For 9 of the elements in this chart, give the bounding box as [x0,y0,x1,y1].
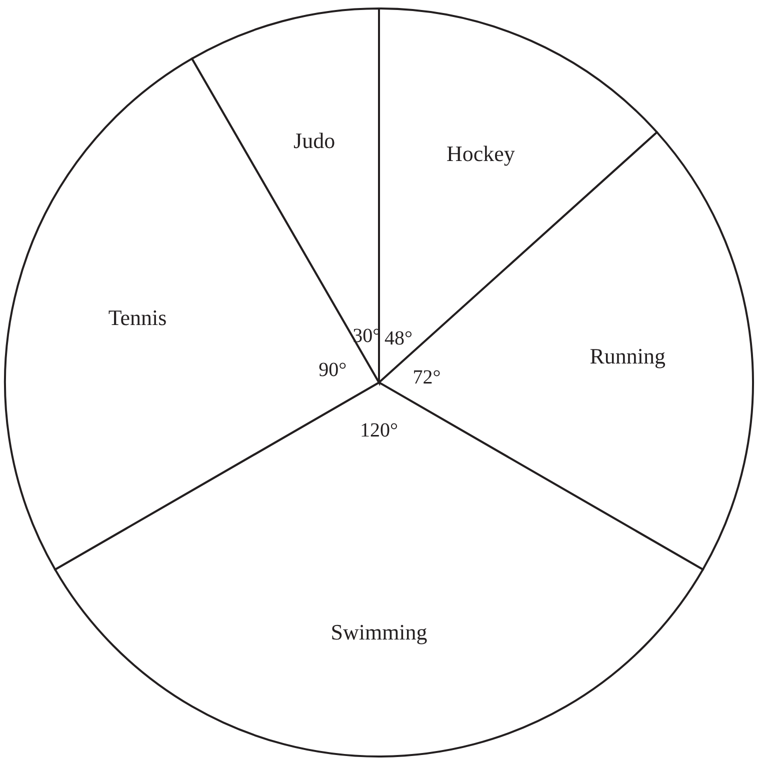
slice-label: Swimming [330,620,428,644]
data-label: 120° [360,420,398,442]
slice-label: Judo [294,128,336,154]
data-label: 72° [412,366,441,388]
data-label: 48° [384,328,413,350]
data-label: 90° [318,359,347,382]
slice-label: Running [590,343,666,368]
slice-label: Tennis [108,304,167,330]
slice-label: Hockey [446,141,515,166]
